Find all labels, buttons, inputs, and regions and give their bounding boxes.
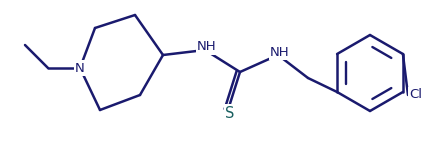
Text: S: S: [225, 106, 235, 120]
Text: Cl: Cl: [410, 88, 423, 101]
Text: NH: NH: [197, 40, 217, 53]
Text: N: N: [75, 61, 85, 74]
Text: NH: NH: [270, 46, 290, 59]
